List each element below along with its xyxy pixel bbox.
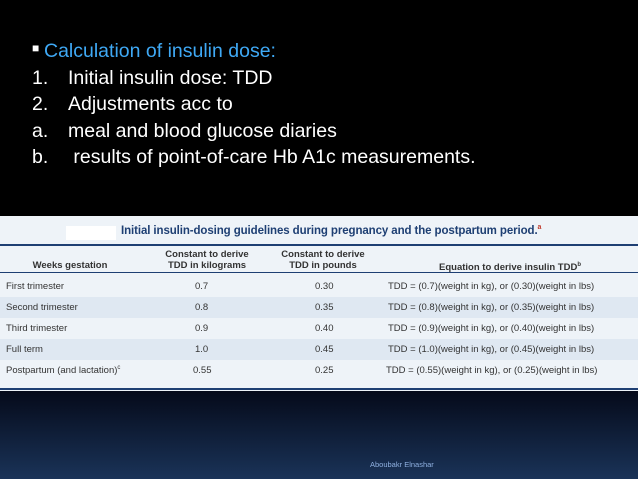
cell-footnote-mark: c: [117, 365, 121, 371]
cell-weeks: Second trimester: [6, 302, 78, 313]
table-row: Full term 1.0 0.45 TDD = (1.0)(weight in…: [0, 339, 638, 360]
table-label-box: [66, 226, 116, 240]
bullet-item: 1. Initial insulin dose: TDD: [32, 65, 632, 92]
cell-weeks: Full term: [6, 344, 43, 355]
table-caption-text: Initial insulin-dosing guidelines during…: [121, 224, 538, 237]
caption-footnote-mark: a: [537, 224, 542, 231]
table-top-rule: [0, 244, 638, 246]
header-kg-line1: Constant to derive: [165, 249, 249, 260]
cell-kg: 0.55: [193, 365, 212, 376]
cell-weeks: Postpartum (and lactation)c: [6, 365, 120, 376]
table-row: Postpartum (and lactation)c 0.55 0.25 TD…: [0, 360, 638, 381]
cell-lb: 0.25: [315, 365, 334, 376]
cell-equation: TDD = (0.55)(weight in kg), or (0.25)(we…: [386, 365, 598, 376]
cell-lb: 0.45: [315, 344, 334, 355]
item-text: results of point-of-care Hb A1c measurem…: [68, 146, 476, 168]
cell-lb: 0.35: [315, 302, 334, 313]
table-bottom-rule: [0, 388, 638, 390]
dosing-table: Initial insulin-dosing guidelines during…: [0, 216, 638, 391]
header-equation: Equation to derive insulin TDDb: [410, 260, 610, 273]
cell-weeks: First trimester: [6, 281, 65, 292]
cell-equation: TDD = (0.7)(weight in kg), or (0.30)(wei…: [388, 281, 595, 292]
bullet-item: 2. Adjustments acc to: [32, 91, 632, 118]
header-rule: [0, 272, 638, 273]
cell-weeks: Third trimester: [6, 323, 68, 334]
item-text: Initial insulin dose: TDD: [68, 66, 273, 89]
header-equation-text: Equation to derive insulin TDD: [439, 262, 578, 274]
table-caption: Initial insulin-dosing guidelines during…: [121, 224, 541, 237]
table-row: Third trimester 0.9 0.40 TDD = (0.9)(wei…: [0, 318, 638, 339]
header-weeks: Weeks gestation: [32, 260, 108, 271]
cell-equation: TDD = (0.8)(weight in kg), or (0.35)(wei…: [388, 302, 595, 313]
item-marker: 1.: [32, 66, 49, 89]
cell-kg: 0.8: [195, 302, 209, 313]
bullet-heading: ■ Calculation of insulin dose:: [32, 38, 632, 65]
footer-band: [0, 391, 638, 479]
item-marker: b.: [32, 146, 49, 168]
header-lb-line1: Constant to derive: [281, 249, 365, 260]
cell-weeks-text: Postpartum (and lactation): [6, 365, 118, 377]
table-row: Second trimester 0.8 0.35 TDD = (0.8)(we…: [0, 297, 638, 318]
table-row: First trimester 0.7 0.30 TDD = (0.7)(wei…: [0, 276, 638, 297]
item-text: Adjustments acc to: [68, 93, 233, 115]
bullet-item: a. meal and blood glucose diaries: [32, 118, 632, 145]
header-kg: Constant to derive TDD in kilograms: [152, 249, 262, 271]
item-marker: 2.: [32, 93, 49, 115]
item-marker: a.: [32, 119, 49, 142]
header-equation-footnote: b: [577, 262, 581, 268]
square-bullet-icon: ■: [32, 41, 40, 55]
item-text: meal and blood glucose diaries: [68, 119, 337, 142]
bullet-item: b. results of point-of-care Hb A1c measu…: [32, 144, 632, 171]
cell-lb: 0.30: [315, 281, 334, 292]
header-lb-line2: TDD in pounds: [289, 260, 357, 271]
header-lb: Constant to derive TDD in pounds: [268, 249, 378, 271]
cell-equation: TDD = (1.0)(weight in kg), or (0.45)(wei…: [388, 344, 595, 355]
cell-kg: 0.9: [195, 323, 209, 334]
heading-text: Calculation of insulin dose:: [44, 40, 276, 62]
author-credit: Aboubakr Elnashar: [370, 460, 434, 469]
header-kg-line2: TDD in kilograms: [167, 260, 247, 271]
cell-equation: TDD = (0.9)(weight in kg), or (0.40)(wei…: [388, 323, 595, 334]
cell-lb: 0.40: [315, 323, 334, 334]
cell-kg: 0.7: [195, 281, 209, 292]
bullet-list: ■ Calculation of insulin dose: 1. Initia…: [32, 38, 632, 171]
cell-kg: 1.0: [195, 344, 209, 355]
